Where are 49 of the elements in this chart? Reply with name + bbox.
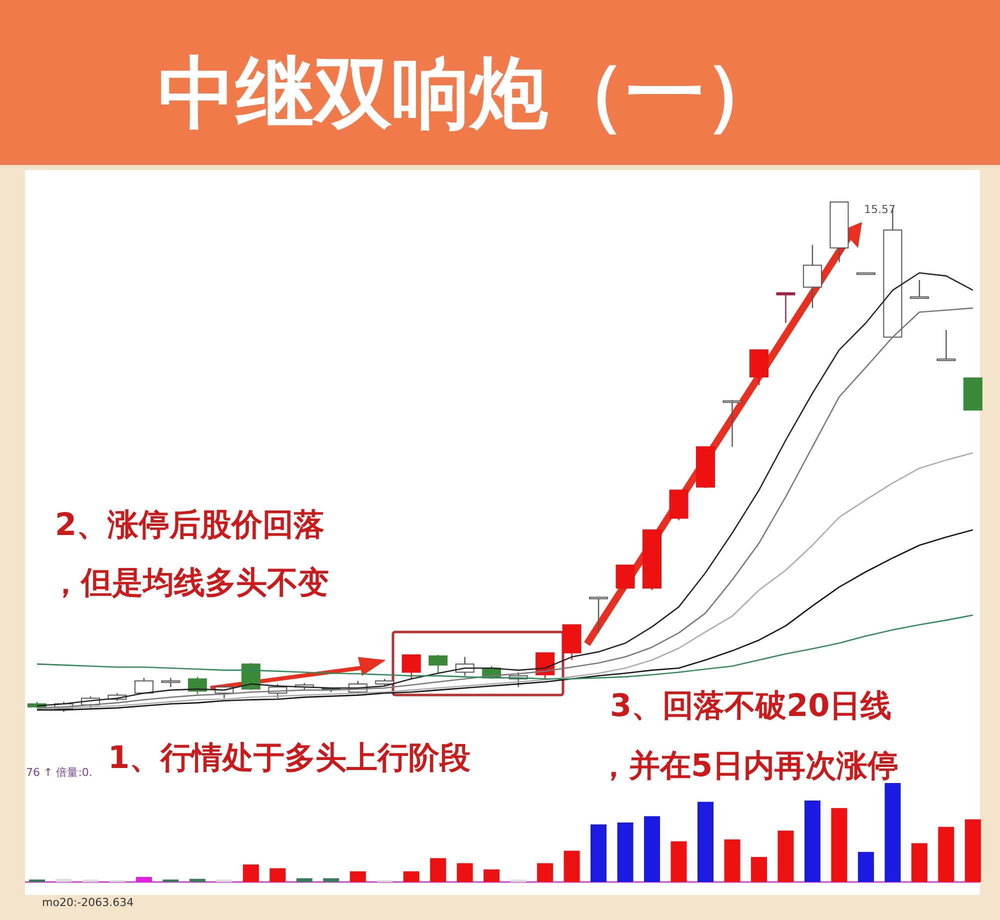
bar	[136, 876, 152, 882]
candlestick	[910, 279, 929, 299]
text: 1、行情处于多头上行阶段	[108, 740, 471, 776]
bar	[590, 824, 607, 882]
candlestick	[616, 564, 635, 591]
bar	[189, 878, 206, 882]
bar	[858, 852, 874, 882]
bar	[938, 826, 954, 882]
bar	[804, 800, 820, 882]
bar	[323, 878, 340, 882]
annotation: 3、回落不破20日线	[610, 688, 892, 724]
candlestick	[428, 654, 448, 674]
bar	[617, 822, 634, 882]
bar	[644, 816, 660, 882]
candlestick	[402, 654, 421, 680]
bar	[296, 878, 312, 882]
annotation: ，但是均线多头不变	[50, 565, 329, 601]
text: mo20:-2063.634	[42, 896, 134, 909]
bar	[911, 843, 928, 882]
annotation: ，并在5日内再次涨停	[598, 748, 899, 784]
bar	[430, 858, 446, 882]
bar	[964, 819, 981, 882]
bar	[670, 841, 687, 882]
text: 76 ↑ 倍量:0.	[26, 766, 92, 779]
candlestick	[722, 399, 742, 448]
bar	[403, 871, 420, 882]
bar	[884, 783, 901, 882]
candlestick	[589, 596, 608, 634]
bar	[484, 869, 500, 882]
bar	[831, 808, 848, 882]
candlestick	[134, 677, 154, 695]
annotation: 15.57	[864, 203, 896, 216]
bar	[456, 863, 473, 882]
bar	[270, 868, 286, 882]
candlestick	[161, 677, 180, 688]
bar	[564, 850, 580, 882]
candlestick	[802, 244, 822, 309]
bar	[698, 802, 714, 882]
candlestick	[776, 292, 796, 324]
bar	[56, 878, 72, 882]
candlestick	[936, 329, 956, 362]
bar	[242, 864, 259, 882]
annotation: 2、涨停后股价回落	[55, 507, 325, 543]
bar	[778, 830, 794, 882]
bar	[750, 856, 767, 882]
bar	[537, 863, 554, 882]
bar	[724, 839, 740, 882]
chart-title: 中继双响炮（一）	[158, 49, 782, 139]
bar	[350, 871, 366, 882]
